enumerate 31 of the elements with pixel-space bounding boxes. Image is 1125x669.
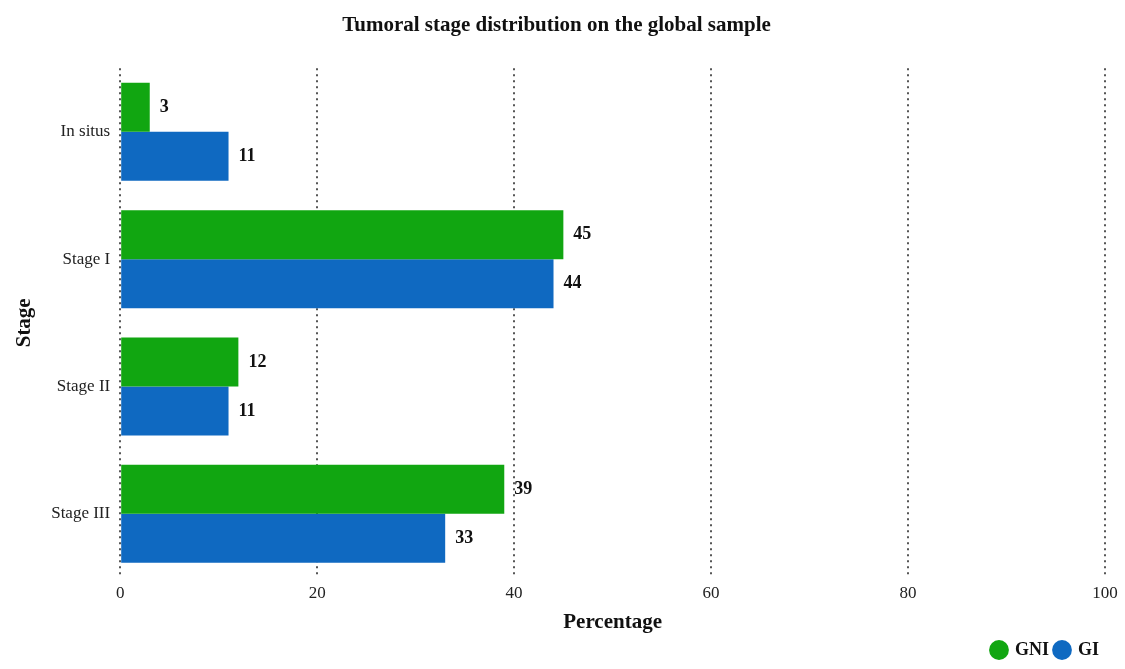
x-tick-label: 100 [1092, 583, 1118, 603]
x-tick-label: 20 [308, 583, 326, 603]
x-tick-label: 60 [702, 583, 720, 603]
bar [121, 386, 229, 436]
data-label: 11 [238, 399, 256, 420]
x-axis-title: Percentage [563, 608, 662, 633]
x-tick-label: 0 [115, 583, 125, 603]
bar [121, 259, 554, 309]
data-label: 11 [238, 145, 256, 166]
bar [121, 82, 150, 132]
bar [121, 513, 446, 563]
data-label: 3 [159, 96, 169, 116]
y-tick-label: In situs [60, 121, 111, 141]
y-tick-label: Stage I [62, 248, 111, 268]
y-axis-title: Stage [11, 298, 36, 348]
data-label: 33 [455, 526, 474, 547]
x-tick-label: 80 [899, 583, 917, 603]
data-label: 45 [573, 223, 592, 244]
bar [121, 464, 505, 514]
data-label: 12 [248, 350, 267, 371]
bar [121, 131, 229, 181]
y-tick-label: Stage III [51, 503, 111, 523]
x-tick-label: 40 [505, 583, 523, 603]
bar [121, 210, 564, 260]
data-label: 44 [563, 272, 582, 293]
legend-label: GNI [1014, 638, 1049, 659]
y-tick-label: Stage II [56, 375, 111, 395]
legend-label: GI [1077, 638, 1100, 659]
data-label: 39 [514, 477, 533, 498]
bar [121, 337, 239, 387]
chart-title: Tumoral stage distribution on the global sample [342, 12, 771, 37]
